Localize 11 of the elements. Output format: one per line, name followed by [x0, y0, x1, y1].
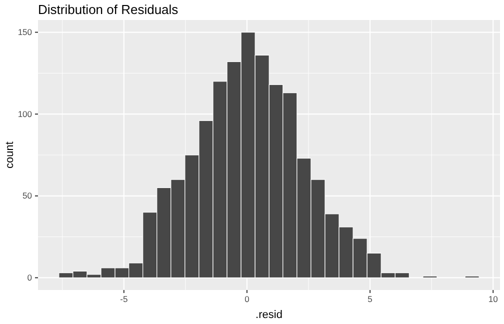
- x-tick-label: 10: [488, 294, 498, 304]
- chart-title: Distribution of Residuals: [38, 2, 179, 17]
- y-tick-label: 0: [27, 272, 32, 282]
- y-tick-label: 50: [22, 190, 32, 201]
- x-tick-label: 0: [244, 294, 250, 304]
- x-tick-label: -5: [120, 294, 128, 304]
- y-tick-label: 150: [18, 26, 32, 37]
- x-axis-title: .resid: [256, 309, 282, 321]
- x-tick-label: 5: [368, 294, 373, 304]
- y-tick-label: 100: [18, 108, 32, 119]
- y-axis-title: count: [4, 142, 16, 168]
